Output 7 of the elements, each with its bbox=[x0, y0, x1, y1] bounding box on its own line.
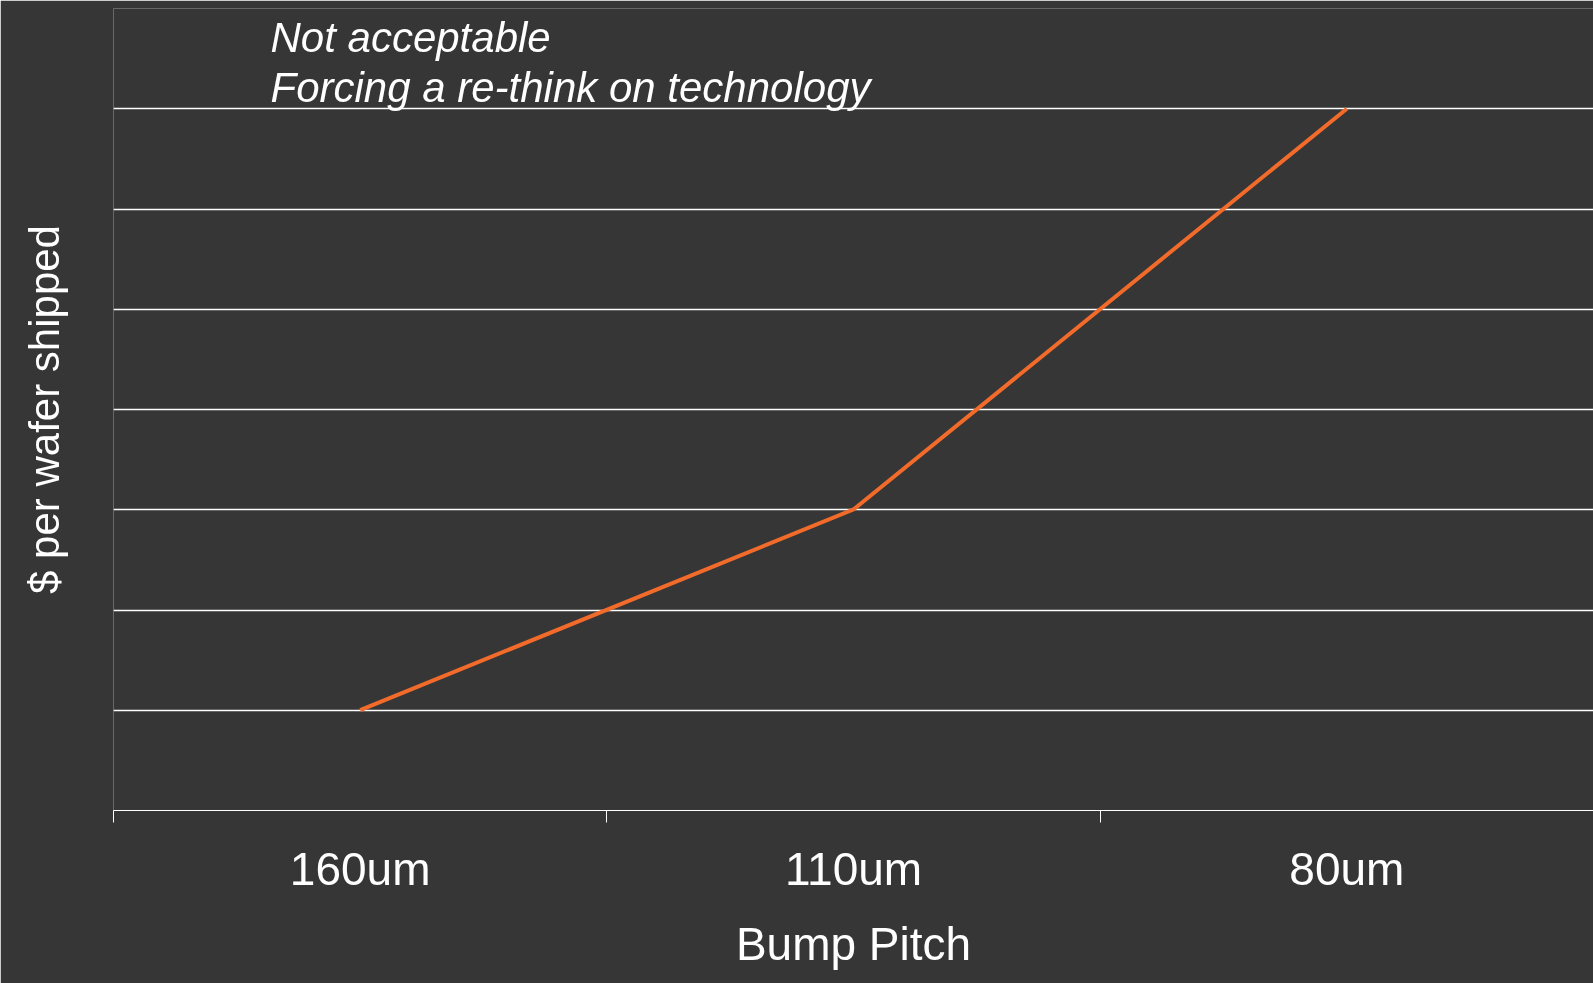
annotation: Forcing a re-think on technology bbox=[270, 63, 874, 111]
y-axis-title: $ per wafer shipped bbox=[20, 225, 68, 594]
x-axis-title: Bump Pitch bbox=[735, 917, 972, 970]
x-tick-label: 80um bbox=[1289, 842, 1405, 895]
x-tick-label: 160um bbox=[289, 842, 431, 895]
text: Not acceptable bbox=[270, 13, 551, 61]
x-tick-label: 110um bbox=[784, 842, 923, 895]
